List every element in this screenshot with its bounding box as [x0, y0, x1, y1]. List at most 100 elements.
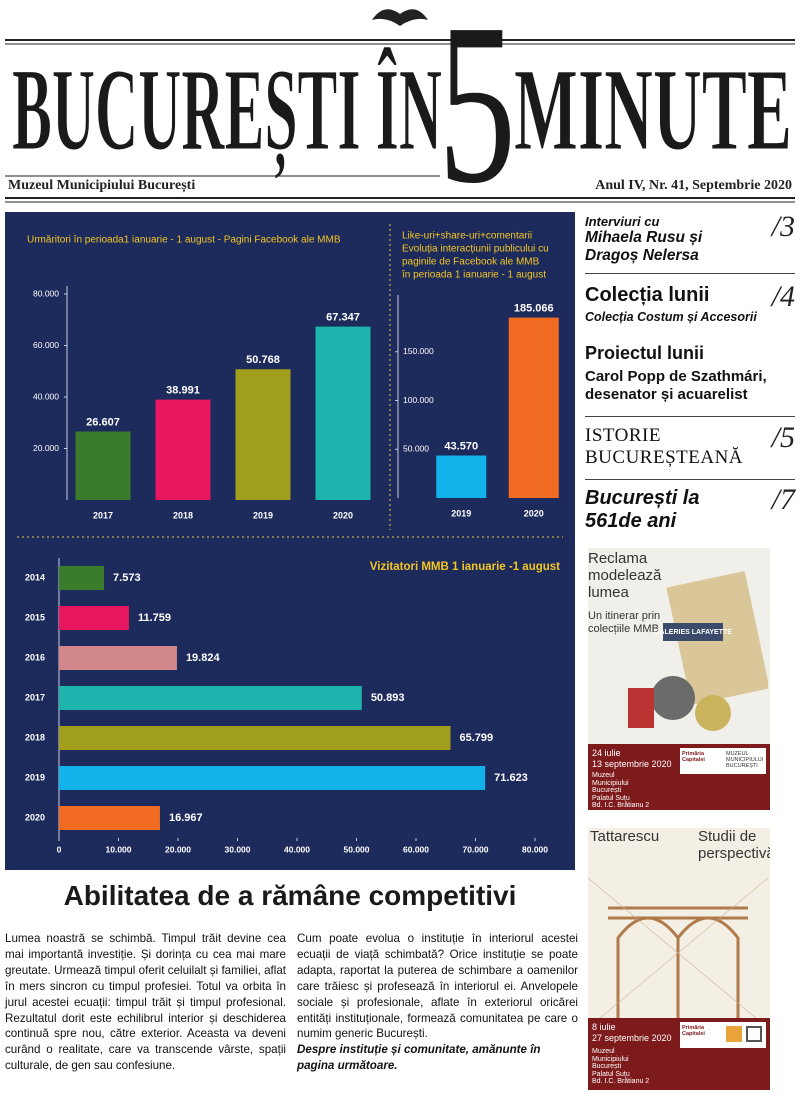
headline: ISTORIE BUCUREȘTEANĂ [585, 425, 744, 468]
chart: Like-uri+share-uri+comentarii Evoluția in… [395, 231, 559, 518]
x-tick-label: 60.000 [403, 844, 429, 854]
poster: Reclama modelează lumea Un itinerar prin… [588, 548, 770, 810]
paragraph: Cum poate evolua o instituție în interio… [297, 932, 578, 1041]
venue-line: Municipiului [592, 1055, 629, 1063]
value-label: 38.991 [166, 385, 200, 397]
poster-image: GALERIES LAFAYETTE [628, 570, 768, 731]
value-label: 11.759 [138, 612, 171, 624]
x-tick-label: 10.000 [106, 844, 132, 854]
y-tick-label: 100.000 [403, 395, 434, 405]
y-tick-label: 2017 [25, 692, 45, 702]
logos: Primăria Capitalei [680, 1022, 766, 1048]
x-tick-label: 80.000 [522, 844, 548, 854]
dates: 8 iulie 27 septembrie 2020 [592, 1022, 672, 1044]
title-right: MINUTE [514, 44, 792, 175]
venue-line: Bd. I.C. Brătianu 2 [592, 1078, 650, 1086]
venue-line: București [592, 1063, 622, 1071]
bar [508, 317, 559, 498]
page-number: /7 [771, 483, 795, 516]
value-label: 50.768 [246, 354, 280, 366]
venue: Muzeul Municipiului București Palatul Su… [592, 1048, 649, 1086]
y-tick-label: 50.000 [403, 444, 429, 454]
dividers [17, 224, 563, 538]
value-label: 65.799 [460, 732, 494, 744]
date-start: 8 iulie [592, 1022, 616, 1032]
y-tick-label: 60.000 [33, 340, 59, 350]
venue-line: Municipiului [592, 779, 629, 787]
venue-line: Bd. I.C. Brătianu 2 [592, 802, 650, 810]
chart: Urmăritori în perioada1 ianuarie - 1 aug… [27, 235, 371, 520]
bar [75, 431, 131, 500]
page-number: /5 [771, 421, 795, 454]
x-tick-label: 2018 [173, 510, 193, 520]
issue: Anul IV, Nr. 41, Septembrie 2020 [595, 178, 792, 193]
bar [59, 766, 486, 790]
value-label: 19.824 [186, 652, 221, 664]
value-label: 26.607 [86, 416, 120, 428]
bar [155, 399, 211, 500]
image-shape [695, 695, 731, 731]
y-tick-label: 2014 [25, 572, 45, 582]
poster-title: Tattarescu [590, 828, 660, 845]
venue-line: Muzeul [592, 772, 615, 779]
logo-mark [726, 1026, 742, 1042]
dates: 24 iulie 13 septembrie 2020 [592, 748, 672, 770]
article-title: Abilitatea de a rămâne competitivi [63, 880, 517, 911]
x-tick-label: 2017 [93, 510, 113, 520]
headline: Proiectul lunii [585, 343, 705, 363]
x-tick-label: 2019 [451, 508, 471, 518]
logos: Primăria Capitalei MUZEUL MUNICIPIULUI B… [680, 748, 766, 774]
logo: MUZEUL MUNICIPIULUI BUCUREȘTI [726, 751, 764, 769]
headline: Colecția lunii [585, 284, 710, 306]
poster-band: 24 iulie 13 septembrie 2020 Muzeul Munic… [588, 744, 770, 810]
poster-title: Reclama modelează lumea [588, 550, 662, 601]
y-tick-label: 40.000 [33, 391, 59, 401]
y-tick-label: 2015 [25, 612, 45, 622]
venue-line: Palatul Suțu [592, 1070, 630, 1078]
value-label: 7.573 [113, 572, 141, 584]
y-tick-label: 20.000 [33, 443, 59, 453]
image-shape [628, 688, 654, 728]
chart-title: Urmăritori în perioada1 ianuarie - 1 aug… [27, 235, 341, 246]
ornament [372, 9, 428, 26]
x-tick-label: 0 [57, 844, 62, 854]
value-label: 71.623 [494, 772, 528, 784]
x-tick-label: 20.000 [165, 844, 191, 854]
poster-image [588, 878, 769, 1028]
image-shape [663, 623, 723, 641]
y-tick-label: 2018 [25, 732, 45, 742]
side-item: Colecția lunii Colecția Costum și Acceso… [585, 280, 795, 324]
x-tick-label: 2020 [333, 510, 353, 520]
bar [59, 566, 105, 590]
value-label: 185.066 [514, 302, 554, 314]
x-tick-label: 2020 [524, 508, 544, 518]
article-column: Lumea noastră se schimbă. Timpul trăit d… [5, 931, 286, 1074]
side-item: Interviuri cu Mihaela Rusu și Dragoș Nel… [585, 210, 795, 265]
venue: Muzeul Municipiului București Palatul Su… [592, 772, 649, 810]
bar [59, 686, 362, 710]
poster: Tattarescu Studii de perspectivă 8 iulie… [588, 828, 770, 1090]
bar [436, 455, 487, 498]
venue-line: Palatul Suțu [592, 794, 630, 802]
subhead: Colecția Costum și Accesorii [585, 310, 757, 324]
image-shape [651, 676, 695, 720]
title-number: 5 [438, 0, 516, 208]
y-tick-label: 2020 [25, 812, 45, 822]
bar [59, 606, 129, 630]
logo: Primăria Capitalei [682, 751, 705, 763]
paragraph: Lumea noastră se schimbă. Timpul trăit d… [5, 932, 286, 1073]
x-tick-label: 70.000 [463, 844, 489, 854]
poster-band: 8 iulie 27 septembrie 2020 Muzeul Munici… [588, 1018, 770, 1090]
bar [315, 326, 371, 500]
page-number: /3 [771, 210, 795, 243]
date-start: 24 iulie [592, 748, 621, 758]
side-item: Proiectul lunii Carol Popp de Szathmári,… [585, 343, 795, 404]
masthead: BUCUREȘTI ÎN 5 MINUTE Muzeul Municipiulu… [5, 0, 795, 208]
value-label: 67.347 [326, 311, 360, 323]
title-left: BUCUREȘTI ÎN [12, 44, 442, 180]
image-text: GALERIES LAFAYETTE [654, 629, 732, 636]
y-tick-label: 2016 [25, 652, 45, 662]
value-label: 16.967 [169, 812, 203, 824]
x-tick-label: 2019 [253, 510, 273, 520]
value-label: 43.570 [444, 440, 478, 452]
